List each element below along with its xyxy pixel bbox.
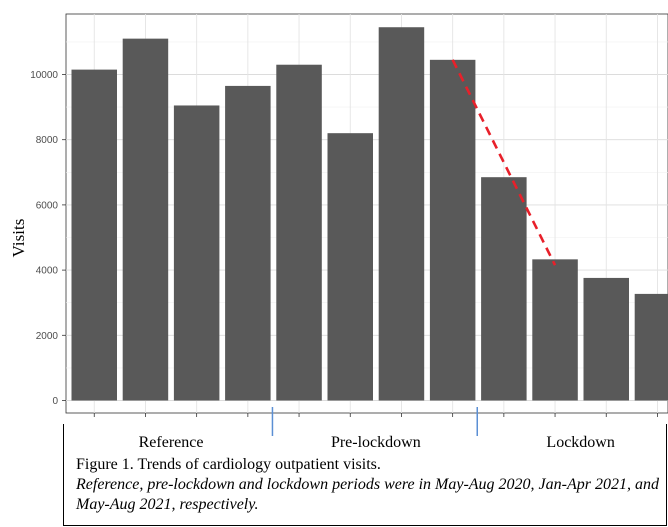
y-tick-label: 2000: [36, 331, 59, 342]
bar: [327, 133, 373, 401]
trend-line: [451, 59, 557, 266]
bar: [429, 59, 476, 401]
trend-line-dashed: [451, 59, 557, 266]
bar: [276, 64, 322, 401]
bar: [71, 69, 117, 401]
bar: [122, 38, 169, 401]
x-axis: Reference Pre-lockdown Lockdown: [93, 407, 658, 451]
bar: [532, 259, 578, 401]
bar: [634, 293, 668, 401]
y-tick-label: 4000: [36, 266, 59, 277]
y-tick-label: 10000: [30, 70, 58, 81]
y-tick-label: 6000: [36, 200, 59, 211]
bar: [173, 105, 220, 401]
bar: [378, 27, 425, 401]
y-tick-label: 8000: [36, 135, 59, 146]
bar: [583, 277, 629, 401]
y-axis-label: Visits: [9, 219, 28, 258]
period-label: Lockdown: [546, 434, 614, 451]
caption-note: Reference, pre-lockdown and lockdown per…: [76, 476, 659, 513]
figure-caption: Figure 1. Trends of cardiology outpatien…: [63, 424, 667, 526]
bars: [71, 27, 668, 401]
caption-title: Figure 1. Trends of cardiology outpatien…: [76, 456, 381, 473]
y-tick-label: 0: [52, 396, 58, 407]
bar: [225, 85, 271, 401]
period-label: Reference: [139, 434, 204, 451]
period-label: Pre-lockdown: [331, 434, 421, 451]
y-axis: 0 2000 4000 6000 8000 10000: [30, 70, 66, 407]
bar: [481, 177, 527, 401]
